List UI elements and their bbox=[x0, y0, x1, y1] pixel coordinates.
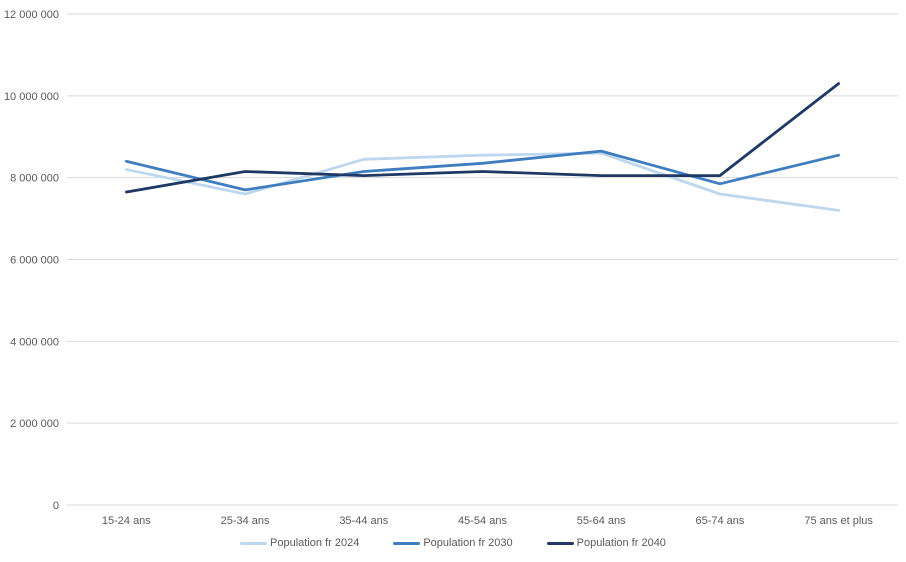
line-series-population-fr-2030 bbox=[125, 149, 840, 192]
y-axis-tick-label: 12 000 000 bbox=[4, 9, 59, 21]
x-axis-category-label: 65-74 ans bbox=[695, 515, 744, 527]
x-axis-category-label: 15-24 ans bbox=[102, 515, 151, 527]
y-axis-tick-label: 8 000 000 bbox=[10, 173, 59, 185]
chart-legend: Population fr 2024 Population fr 2030 Popu… bbox=[0, 537, 906, 549]
legend-line-swatch bbox=[393, 541, 421, 545]
legend-line-swatch bbox=[240, 541, 268, 545]
y-axis-tick-label: 10 000 000 bbox=[4, 91, 59, 103]
line-series-population-fr-2024 bbox=[125, 151, 840, 212]
line-series-population-fr-2040 bbox=[125, 82, 840, 194]
x-axis-category-label: 75 ans et plus bbox=[804, 515, 873, 527]
legend-item-population-fr-2024: Population fr 2024 bbox=[240, 537, 359, 549]
legend-label: Population fr 2024 bbox=[270, 537, 360, 549]
y-axis-tick-label: 2 000 000 bbox=[10, 418, 59, 430]
y-axis-tick-label: 0 bbox=[53, 500, 59, 512]
legend-line-swatch bbox=[546, 541, 574, 545]
x-axis-category-label: 45-54 ans bbox=[458, 515, 507, 527]
legend-item-population-fr-2030: Population fr 2030 bbox=[393, 537, 513, 549]
legend-label: Population fr 2030 bbox=[423, 537, 513, 549]
y-axis-tick-label: 4 000 000 bbox=[10, 336, 59, 348]
legend-item-population-fr-2040: Population fr 2040 bbox=[546, 537, 666, 549]
x-axis-category-label: 35-44 ans bbox=[339, 515, 388, 527]
legend-label: Population fr 2040 bbox=[576, 537, 666, 549]
x-axis-category-label: 25-34 ans bbox=[221, 515, 270, 527]
y-axis-tick-label: 6 000 000 bbox=[10, 255, 59, 267]
x-axis-category-label: 55-64 ans bbox=[577, 515, 626, 527]
